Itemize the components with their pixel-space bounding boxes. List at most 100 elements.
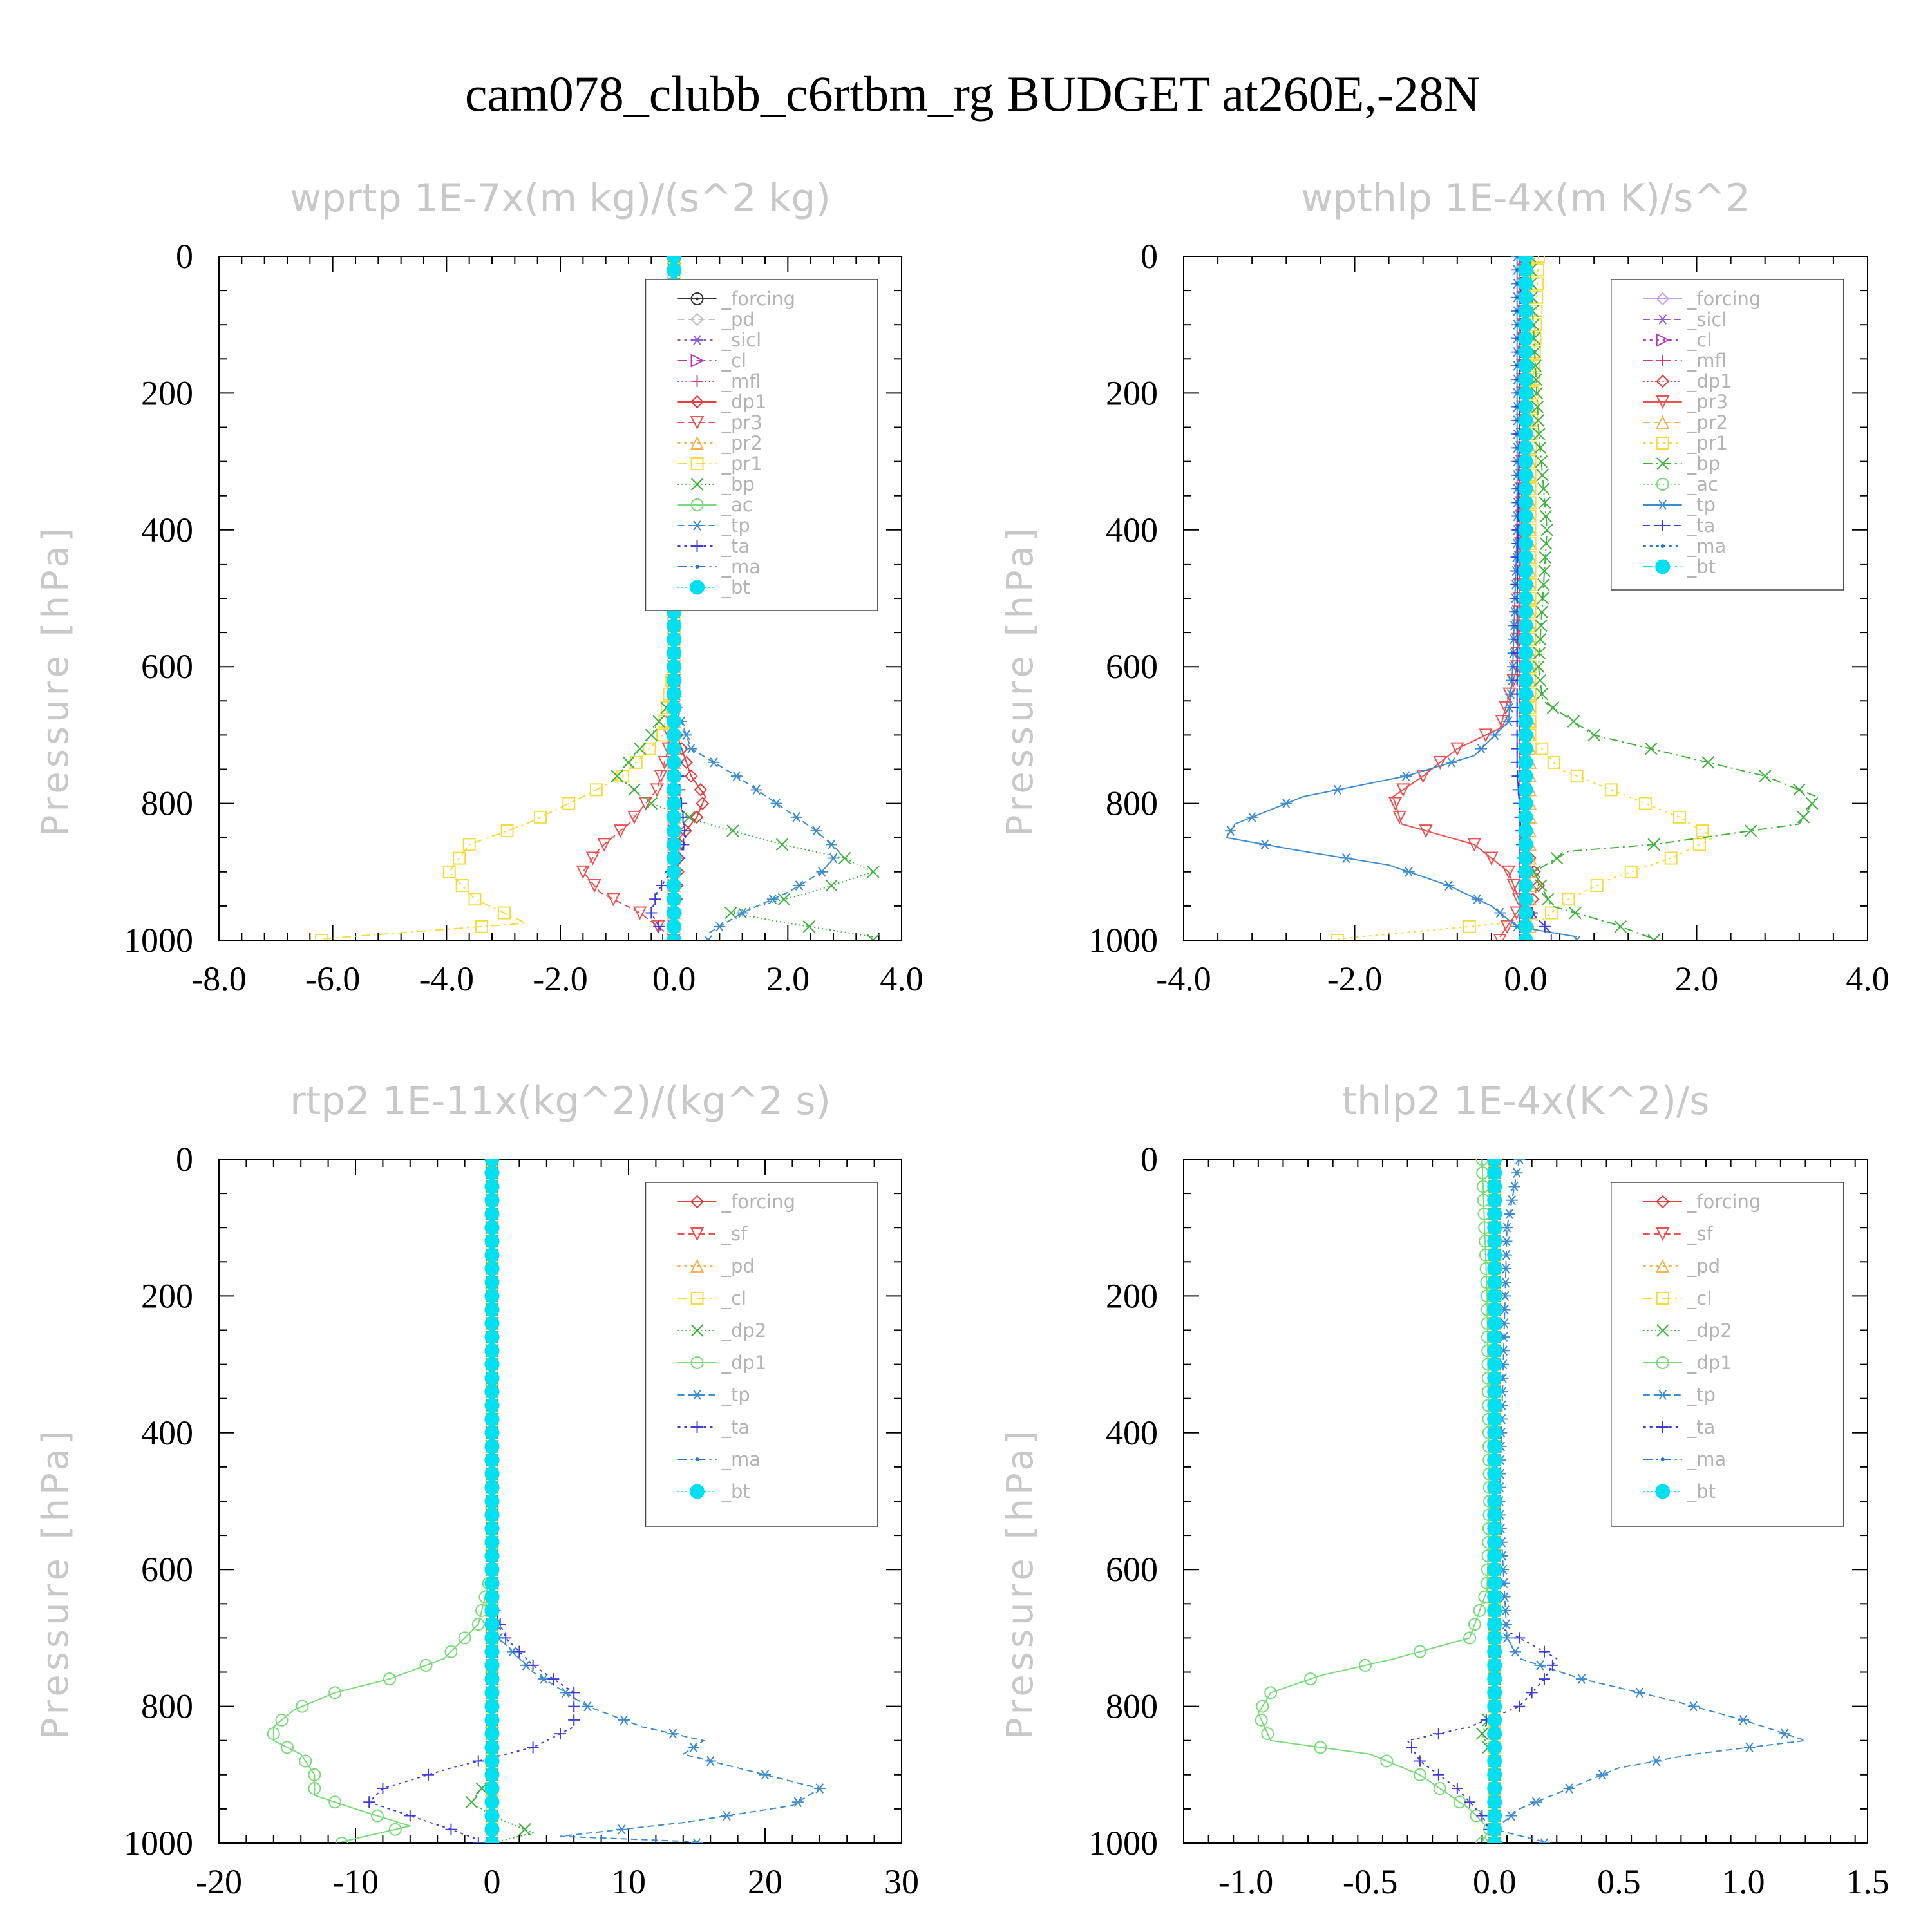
data-point [1487,1316,1502,1331]
data-point [1487,1589,1502,1605]
data-point [484,1370,500,1386]
y-tick-label: 600 [1106,647,1158,686]
data-point [680,730,692,741]
data-point [1471,894,1483,905]
data-point [1518,659,1533,674]
data-point [1487,1739,1502,1755]
data-point [667,823,682,838]
data-point [1531,256,1545,263]
legend-item: _sicl [677,329,761,351]
data-point [1487,1480,1502,1495]
legend-item: _bt [677,576,750,598]
x-tick-label: 10 [611,1862,646,1901]
data-point [1533,647,1546,659]
data-point [1518,618,1533,633]
data-point [1518,564,1533,579]
series-markers-bt [1518,256,1533,940]
legend-item: _ma [677,556,761,578]
data-point [1443,880,1455,891]
data-point [1487,1247,1502,1263]
x-tick-label: 4.0 [1846,960,1889,998]
data-point [1604,783,1618,797]
legend-marker [695,1457,699,1461]
data-point [1464,1796,1476,1808]
data-point [484,1466,500,1482]
legend-label: _dp1 [721,391,767,413]
data-point [484,1193,500,1208]
data-point [657,934,668,940]
data-point [388,1823,402,1836]
legend-label: _forcing [721,288,796,310]
data-point [667,659,682,674]
data-point [1451,1783,1463,1795]
data-point [1487,1808,1502,1824]
data-point [1314,1741,1327,1754]
data-point [484,1726,500,1741]
data-point [867,934,880,940]
data-point [1487,1159,1502,1167]
data-point [1518,509,1533,524]
data-point [633,906,647,920]
data-point [1400,771,1412,781]
legend-item: _bp [677,473,755,495]
data-point [1331,934,1344,940]
data-point [649,893,661,905]
data-point [667,262,682,278]
data-point [1535,742,1549,755]
data-point [1340,853,1352,864]
legend-marker [1660,1457,1665,1461]
data-point [1487,1357,1502,1372]
y-axis-label: Pressure [hPa] [35,524,77,837]
series-markers-ta [1406,1159,1558,1843]
data-point [1487,1822,1502,1837]
data-point [363,1796,375,1808]
data-point [484,1603,500,1618]
legend-marker [695,565,699,569]
legend-item: _cl [677,350,746,372]
data-point [1487,1370,1502,1386]
data-point [650,783,664,797]
data-point [667,796,682,811]
data-point [1487,1179,1502,1194]
data-point [1793,783,1806,797]
data-point [1537,578,1550,591]
data-point [472,1837,484,1843]
data-point [518,1823,531,1836]
data-point [1246,812,1258,822]
data-point [1539,509,1553,523]
data-point [1518,330,1533,346]
legend-item: _tp [677,1384,750,1406]
legend-item: _pd [677,1255,755,1277]
data-point [1596,1770,1609,1780]
legend-label: _pd [721,1255,755,1277]
data-point [1575,1674,1587,1684]
y-tick-label: 1000 [1088,1824,1158,1862]
data-point [1500,920,1514,934]
data-point [1255,1713,1268,1727]
data-point [1513,1632,1526,1644]
data-point [694,782,708,797]
data-point [1487,1658,1502,1673]
data-point [568,1714,580,1726]
data-point [1506,879,1521,893]
data-point [1530,1797,1542,1808]
data-point [484,1616,500,1632]
data-point [513,1645,526,1658]
legend-marker [690,1195,704,1209]
legend-label: _forcing [1687,288,1761,310]
legend-label: _bt [721,1481,750,1502]
legend-item: _sf [677,1223,748,1245]
data-point [1533,428,1546,440]
data-point [1487,1233,1502,1249]
data-point [1475,743,1487,754]
legend-item: _forcing [677,1191,795,1213]
legend-label: _bt [1687,556,1716,578]
data-point [1501,1222,1513,1233]
data-point [1779,1728,1791,1739]
data-point [810,826,822,836]
data-point [802,920,816,933]
legend-item: _pr1 [677,453,762,475]
legend-marker [690,292,704,305]
data-point [1518,399,1533,415]
data-point [419,1658,433,1672]
